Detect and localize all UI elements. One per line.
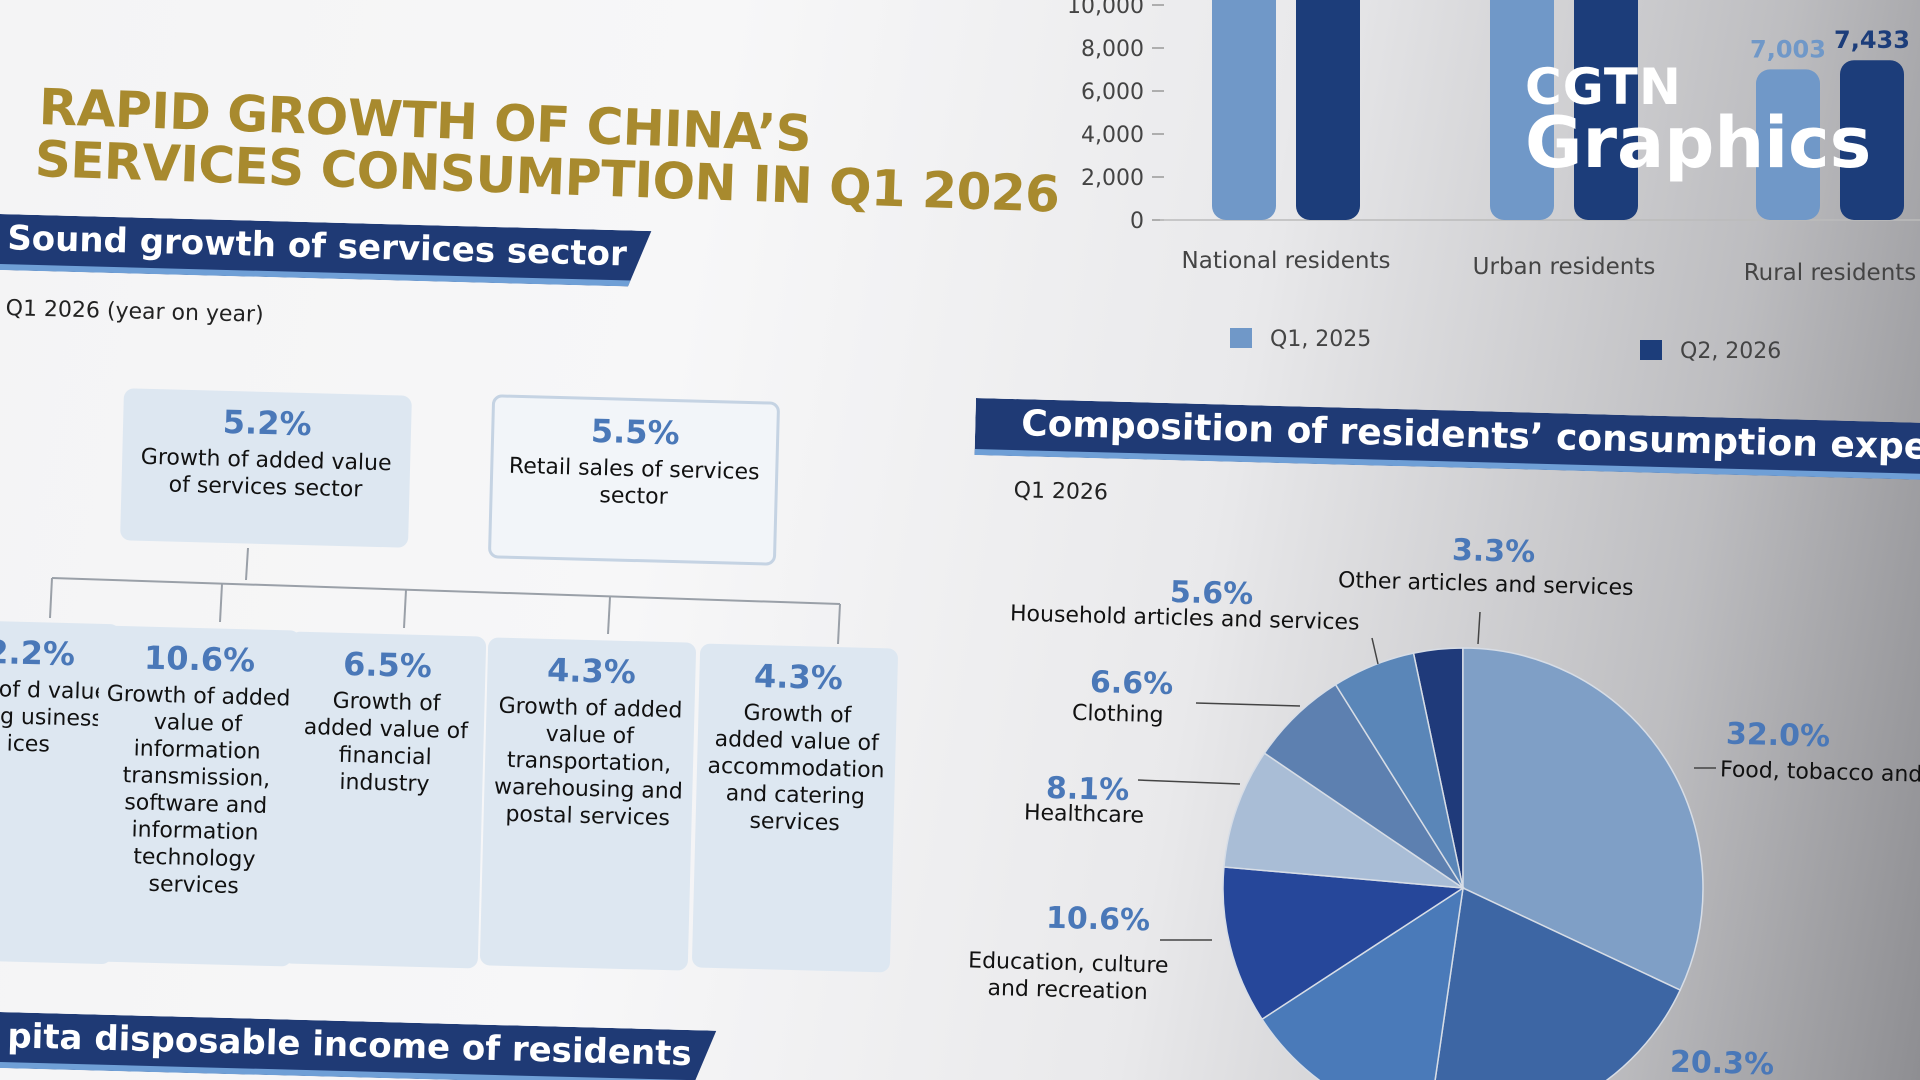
leader-line (1371, 637, 1379, 665)
pie-value-label: 10.6% (1045, 900, 1151, 939)
y-tick-label: 6,000 (1081, 80, 1144, 105)
pie-value-label: 6.6% (1089, 664, 1174, 703)
pie-value-label: 3.3% (1451, 532, 1536, 571)
leader-line (1477, 611, 1481, 645)
pie-slice (1462, 647, 1704, 992)
legend-swatch (1230, 328, 1252, 348)
leader-line (1195, 702, 1301, 707)
stat-label: Growth of added value of services sector (140, 444, 392, 503)
data-label: 7,003 (1750, 35, 1826, 63)
stat-label: Retail sales of services sector (508, 453, 760, 510)
pie-slice (1434, 886, 1682, 1080)
stat-box: 5.2% Growth of added value of services se… (120, 388, 412, 548)
stat-value: 5.2% (222, 402, 313, 444)
bar (1840, 60, 1904, 220)
stat-value: 6.5% (342, 644, 433, 686)
bar (1212, 0, 1276, 220)
stat-value: 4.3% (753, 656, 844, 698)
y-tick-label: 0 (1130, 209, 1144, 234)
logo-brand: CGTN (1525, 58, 1682, 116)
stat-label: Growth of added value of financial indus… (303, 688, 469, 798)
pie-slice (1261, 886, 1464, 1080)
pie-slice (1222, 866, 1466, 1021)
bar (1574, 0, 1638, 220)
legend-label: Q2, 2026 (1680, 339, 1781, 364)
x-tick-label: National residents (1182, 248, 1391, 274)
stat-label: Growth of added value of transportation,… (493, 693, 684, 832)
pie-category-label: Education, culture and recreation (967, 948, 1169, 1006)
pie-category-label: Healthcare (1023, 800, 1145, 829)
stat-box: 5.5% Retail sales of services sector (487, 394, 781, 566)
stat-value: 5.5% (590, 411, 681, 453)
connectors (49, 547, 841, 645)
stat-box: 10.6% Growth of added value of informatio… (91, 625, 301, 967)
leader-line (1137, 779, 1241, 785)
pie-slice (1223, 752, 1466, 889)
stat-box: 6.5% Growth of added value of financial i… (281, 631, 487, 969)
y-tick-label: 10,000 (1067, 0, 1144, 19)
data-label: 7,433 (1834, 26, 1910, 54)
pie-value-label: 20.3% (1669, 1044, 1775, 1080)
legend-label: Q1, 2025 (1270, 327, 1371, 352)
stat-label: Growth of added value of information tra… (106, 681, 291, 900)
y-tick-label: 8,000 (1081, 37, 1144, 62)
legend-swatch (1640, 340, 1662, 360)
stat-value: 2.2% (0, 632, 76, 674)
stat-label: wth of d value asing usiness ices (0, 676, 109, 758)
pie-value-label: 32.0% (1725, 716, 1831, 755)
pie-category-label: Food, tobacco and (1719, 757, 1920, 788)
stat-box: 4.3% Growth of added value of accommodati… (691, 643, 899, 973)
stat-value: 10.6% (143, 638, 256, 680)
x-tick-label: Rural residents (1744, 260, 1917, 286)
bar (1756, 69, 1820, 220)
bar (1490, 0, 1554, 220)
stat-label: Growth of added value of accommodation a… (707, 700, 885, 837)
stat-value: 4.3% (546, 650, 637, 692)
logo-label: Graphics (1525, 102, 1872, 184)
stat-box: 4.3% Growth of added value of transportat… (479, 637, 697, 971)
x-tick-label: Urban residents (1473, 254, 1656, 280)
bar (1296, 0, 1360, 220)
pie-slice (1334, 652, 1464, 889)
y-tick-label: 2,000 (1081, 166, 1144, 191)
logo: CGTN Graphics (1525, 62, 1871, 178)
y-tick-label: 4,000 (1081, 123, 1144, 148)
pie-category-label: Clothing (1071, 700, 1164, 729)
bar-chart: 0 2,000 4,000 6,000 8,000 10,000 National resi… (1067, 0, 1920, 364)
